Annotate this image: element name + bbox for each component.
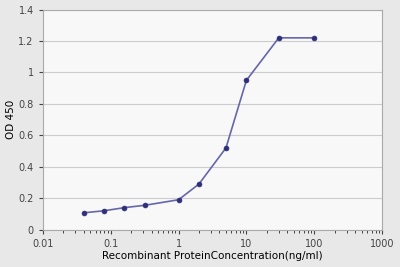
X-axis label: Recombinant ProteinConcentration(ng/ml): Recombinant ProteinConcentration(ng/ml) <box>102 252 323 261</box>
Y-axis label: OD 450: OD 450 <box>6 100 16 139</box>
